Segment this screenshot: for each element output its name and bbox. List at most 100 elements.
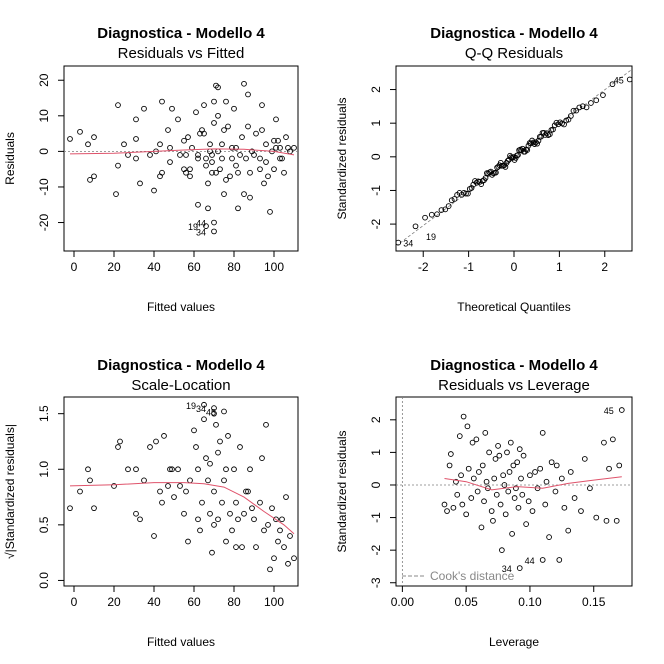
data-point	[219, 141, 225, 148]
data-point	[125, 466, 131, 473]
data-point	[463, 511, 470, 518]
data-point	[221, 127, 227, 133]
data-point	[553, 119, 560, 126]
data-point	[203, 223, 209, 229]
data-point	[553, 462, 560, 469]
data-point	[259, 455, 265, 461]
x-tick-label: 0.10	[518, 595, 542, 609]
data-point	[209, 549, 215, 556]
x-tick-label: 0	[511, 260, 518, 274]
data-point	[235, 169, 241, 176]
data-point	[111, 483, 117, 489]
data-point	[167, 144, 173, 151]
data-point	[479, 462, 486, 469]
data-point	[245, 488, 251, 495]
data-point	[217, 438, 223, 445]
data-point	[287, 533, 293, 539]
data-point	[565, 527, 572, 534]
data-point	[267, 209, 273, 215]
data-point	[576, 104, 583, 111]
data-point	[227, 173, 233, 180]
data-point	[606, 465, 612, 472]
data-point	[177, 483, 183, 489]
x-axis-label: Leverage	[489, 635, 539, 649]
y-tick-label: 10	[37, 109, 51, 123]
data-point	[199, 499, 205, 506]
data-point	[209, 152, 215, 158]
data-point	[502, 164, 509, 170]
chart-panel-1: Diagnostica - Modello 4 Residuals vs Fitt…	[3, 25, 299, 314]
data-point	[67, 505, 73, 512]
data-point	[211, 219, 217, 226]
data-point	[215, 449, 221, 456]
data-point	[245, 91, 251, 98]
data-point	[91, 173, 97, 180]
data-point	[233, 499, 239, 506]
data-point	[279, 516, 285, 523]
data-point	[537, 465, 544, 472]
point-label: 34	[502, 564, 512, 574]
y-tick-label: 0.0	[37, 572, 51, 589]
data-point	[243, 488, 249, 495]
data-point	[450, 504, 457, 511]
data-point	[221, 408, 227, 415]
data-point	[219, 155, 225, 162]
data-point	[85, 466, 91, 473]
point-label: 44	[525, 556, 535, 566]
data-point	[609, 81, 616, 88]
data-point	[567, 469, 574, 475]
data-point	[610, 436, 616, 443]
plot-area	[396, 69, 632, 247]
point-label: 34	[403, 239, 413, 249]
data-point	[177, 152, 183, 158]
data-point	[117, 438, 123, 445]
data-point	[175, 116, 181, 123]
data-point	[171, 494, 177, 500]
chart-title: Diagnostica - Modello 4	[97, 25, 265, 42]
data-point	[442, 206, 449, 213]
data-point	[600, 92, 606, 99]
data-point	[147, 152, 153, 158]
data-point	[546, 534, 552, 540]
data-point	[616, 462, 623, 469]
data-point	[542, 501, 549, 508]
x-tick-label: 1	[556, 260, 563, 274]
y-tick-label: 2	[369, 86, 383, 93]
data-point	[211, 405, 217, 411]
data-point	[181, 510, 187, 517]
data-point	[506, 469, 513, 475]
data-point	[137, 516, 143, 523]
data-point	[396, 239, 402, 246]
data-point	[257, 166, 263, 173]
data-point	[133, 116, 139, 123]
y-axis-label: Standardized residuals	[335, 97, 349, 219]
data-point	[203, 162, 209, 169]
data-point	[225, 123, 231, 130]
data-point	[571, 495, 578, 501]
data-point	[187, 173, 193, 180]
data-point	[451, 196, 458, 202]
data-point	[241, 510, 247, 517]
data-point	[197, 527, 203, 534]
y-axis-label: Residuals	[3, 132, 17, 185]
chart-panel-3: Diagnostica - Modello 4 Scale-Location 0 20…	[3, 357, 299, 649]
y-tick-label: -1	[369, 185, 383, 196]
data-point	[482, 175, 489, 181]
x-tick-label: 0.05	[454, 595, 478, 609]
point-label: 34	[196, 404, 206, 414]
data-point	[507, 439, 514, 446]
data-point	[201, 401, 207, 408]
data-point	[422, 214, 428, 221]
data-point	[239, 134, 245, 141]
data-point	[465, 465, 472, 472]
data-point	[448, 197, 455, 204]
data-point	[539, 557, 546, 563]
data-point	[229, 155, 235, 162]
data-point	[125, 152, 131, 158]
data-point	[201, 416, 207, 423]
data-point	[509, 531, 515, 537]
data-point	[151, 533, 157, 539]
y-tick-label: 0	[369, 481, 383, 488]
data-point	[601, 439, 607, 446]
y-tick-label: -3	[369, 577, 383, 588]
